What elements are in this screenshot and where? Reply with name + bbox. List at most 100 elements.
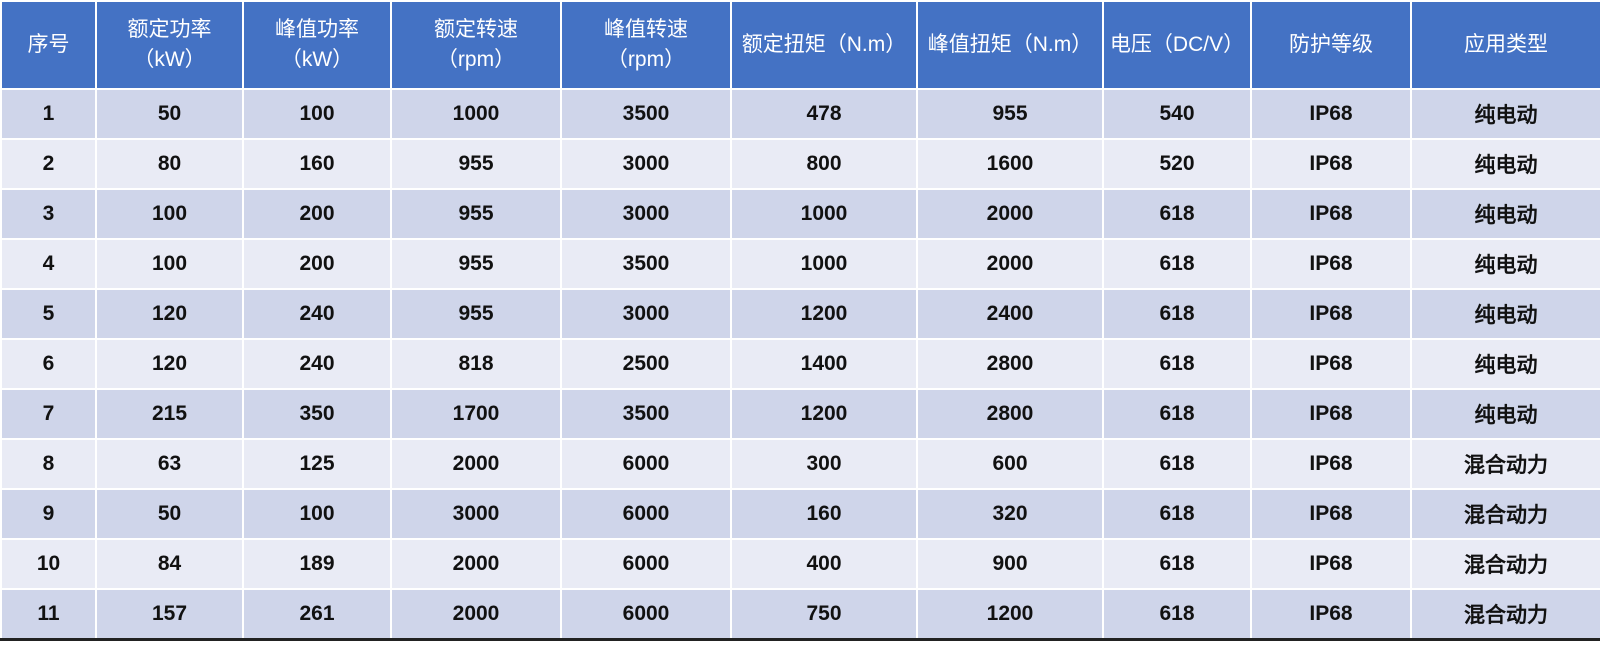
table-cell: 纯电动 [1410, 388, 1600, 440]
column-header-text: 峰值扭矩（N.m） [927, 33, 1093, 56]
table-cell: 160 [242, 138, 392, 190]
table-cell: 478 [730, 88, 918, 140]
table-cell: 10 [0, 538, 97, 590]
table-cell: 120 [95, 338, 244, 390]
table-cell: 9 [0, 488, 97, 540]
table-cell: 4 [0, 238, 97, 290]
table-cell: 215 [95, 388, 244, 440]
table-cell: 240 [242, 338, 392, 390]
table-cell: IP68 [1250, 138, 1412, 190]
table-cell: 纯电动 [1410, 238, 1600, 290]
table-row: 8 63 125 2000 6000 300 600 618 IP68 混合动力 [0, 438, 1600, 490]
table-cell: 3000 [560, 138, 732, 190]
column-header: 峰值转速 （rpm） [560, 0, 732, 90]
table-cell: 955 [390, 238, 562, 290]
table-cell: 618 [1102, 438, 1252, 490]
table-cell: 1000 [390, 88, 562, 140]
header-row: 序号 额定功率 （kW） 峰值功率 （kW） 额定转速 （rpm） 峰值转速 （rpm） 额定扭矩… [0, 0, 1600, 90]
table-cell: 618 [1102, 188, 1252, 240]
table-cell: 6000 [560, 438, 732, 490]
table-cell: IP68 [1250, 338, 1412, 390]
table-cell: 混合动力 [1410, 538, 1600, 590]
table-cell: 混合动力 [1410, 588, 1600, 641]
table-cell: 300 [730, 438, 918, 490]
table-cell: 1200 [730, 288, 918, 340]
table-cell: 纯电动 [1410, 88, 1600, 140]
table-cell: 200 [242, 238, 392, 290]
table-cell: IP68 [1250, 88, 1412, 140]
table-cell: 纯电动 [1410, 288, 1600, 340]
table-row: 7 215 350 1700 3500 1200 2800 618 IP68 纯电动 [0, 388, 1600, 440]
table-cell: 1400 [730, 338, 918, 390]
table-cell: 800 [730, 138, 918, 190]
table-cell: 955 [390, 138, 562, 190]
table-cell: 1200 [916, 588, 1104, 641]
column-header-text: 额定转速 [434, 18, 518, 41]
table-cell: 189 [242, 538, 392, 590]
table-cell: 540 [1102, 88, 1252, 140]
table-cell: 5 [0, 288, 97, 340]
table-cell: 618 [1102, 238, 1252, 290]
table-row: 6 120 240 818 2500 1400 2800 618 IP68 纯电动 [0, 338, 1600, 390]
table-cell: 50 [95, 488, 244, 540]
table-cell: 2000 [390, 438, 562, 490]
table-cell: 80 [95, 138, 244, 190]
column-header: 应用类型 [1410, 0, 1600, 90]
table-cell: IP68 [1250, 438, 1412, 490]
table-cell: 6 [0, 338, 97, 390]
table-cell: 125 [242, 438, 392, 490]
table-cell: 84 [95, 538, 244, 590]
column-header: 峰值功率 （kW） [242, 0, 392, 90]
table-cell: 120 [95, 288, 244, 340]
table-cell: IP68 [1250, 588, 1412, 641]
table-cell: 618 [1102, 488, 1252, 540]
table-cell: 400 [730, 538, 918, 590]
table-cell: IP68 [1250, 238, 1412, 290]
table-cell: 618 [1102, 588, 1252, 641]
table-cell: 200 [242, 188, 392, 240]
table-cell: 818 [390, 338, 562, 390]
column-header: 峰值扭矩（N.m） [916, 0, 1104, 90]
column-header: 防护等级 [1250, 0, 1412, 90]
table-cell: 100 [95, 188, 244, 240]
table-cell: 纯电动 [1410, 188, 1600, 240]
column-header-text: 序号 [27, 33, 70, 56]
table-cell: 3500 [560, 88, 732, 140]
table-cell: 240 [242, 288, 392, 340]
table-row: 9 50 100 3000 6000 160 320 618 IP68 混合动力 [0, 488, 1600, 540]
table-row: 5 120 240 955 3000 1200 2400 618 IP68 纯电动 [0, 288, 1600, 340]
table-row: 3 100 200 955 3000 1000 2000 618 IP68 纯电动 [0, 188, 1600, 240]
table-cell: 1000 [730, 188, 918, 240]
table-cell: IP68 [1250, 488, 1412, 540]
table-cell: 618 [1102, 338, 1252, 390]
table-cell: 2500 [560, 338, 732, 390]
table-cell: 纯电动 [1410, 138, 1600, 190]
table-cell: 3500 [560, 238, 732, 290]
column-header: 电压（DC/V） [1102, 0, 1252, 90]
column-header: 额定功率 （kW） [95, 0, 244, 90]
column-header: 额定扭矩（N.m） [730, 0, 918, 90]
table-cell: 2800 [916, 388, 1104, 440]
table-cell: 2 [0, 138, 97, 190]
column-header-text: 峰值功率 [275, 18, 359, 41]
table-cell: 3000 [390, 488, 562, 540]
table-cell: 2000 [916, 188, 1104, 240]
table-row: 1 50 100 1000 3500 478 955 540 IP68 纯电动 [0, 88, 1600, 140]
table-cell: 618 [1102, 388, 1252, 440]
table-cell: 50 [95, 88, 244, 140]
table-cell: 1600 [916, 138, 1104, 190]
table-row: 10 84 189 2000 6000 400 900 618 IP68 混合动力 [0, 538, 1600, 590]
table-cell: 2400 [916, 288, 1104, 340]
table-cell: 520 [1102, 138, 1252, 190]
column-header-text: 防护等级 [1289, 33, 1373, 56]
table-cell: 6000 [560, 488, 732, 540]
table-cell: IP68 [1250, 288, 1412, 340]
table-cell: 3000 [560, 188, 732, 240]
column-header-text: 电压（DC/V） [1109, 33, 1245, 56]
table-cell: 混合动力 [1410, 488, 1600, 540]
table-cell: 955 [916, 88, 1104, 140]
table-cell: IP68 [1250, 388, 1412, 440]
table-cell: 63 [95, 438, 244, 490]
column-header: 序号 [0, 0, 97, 90]
